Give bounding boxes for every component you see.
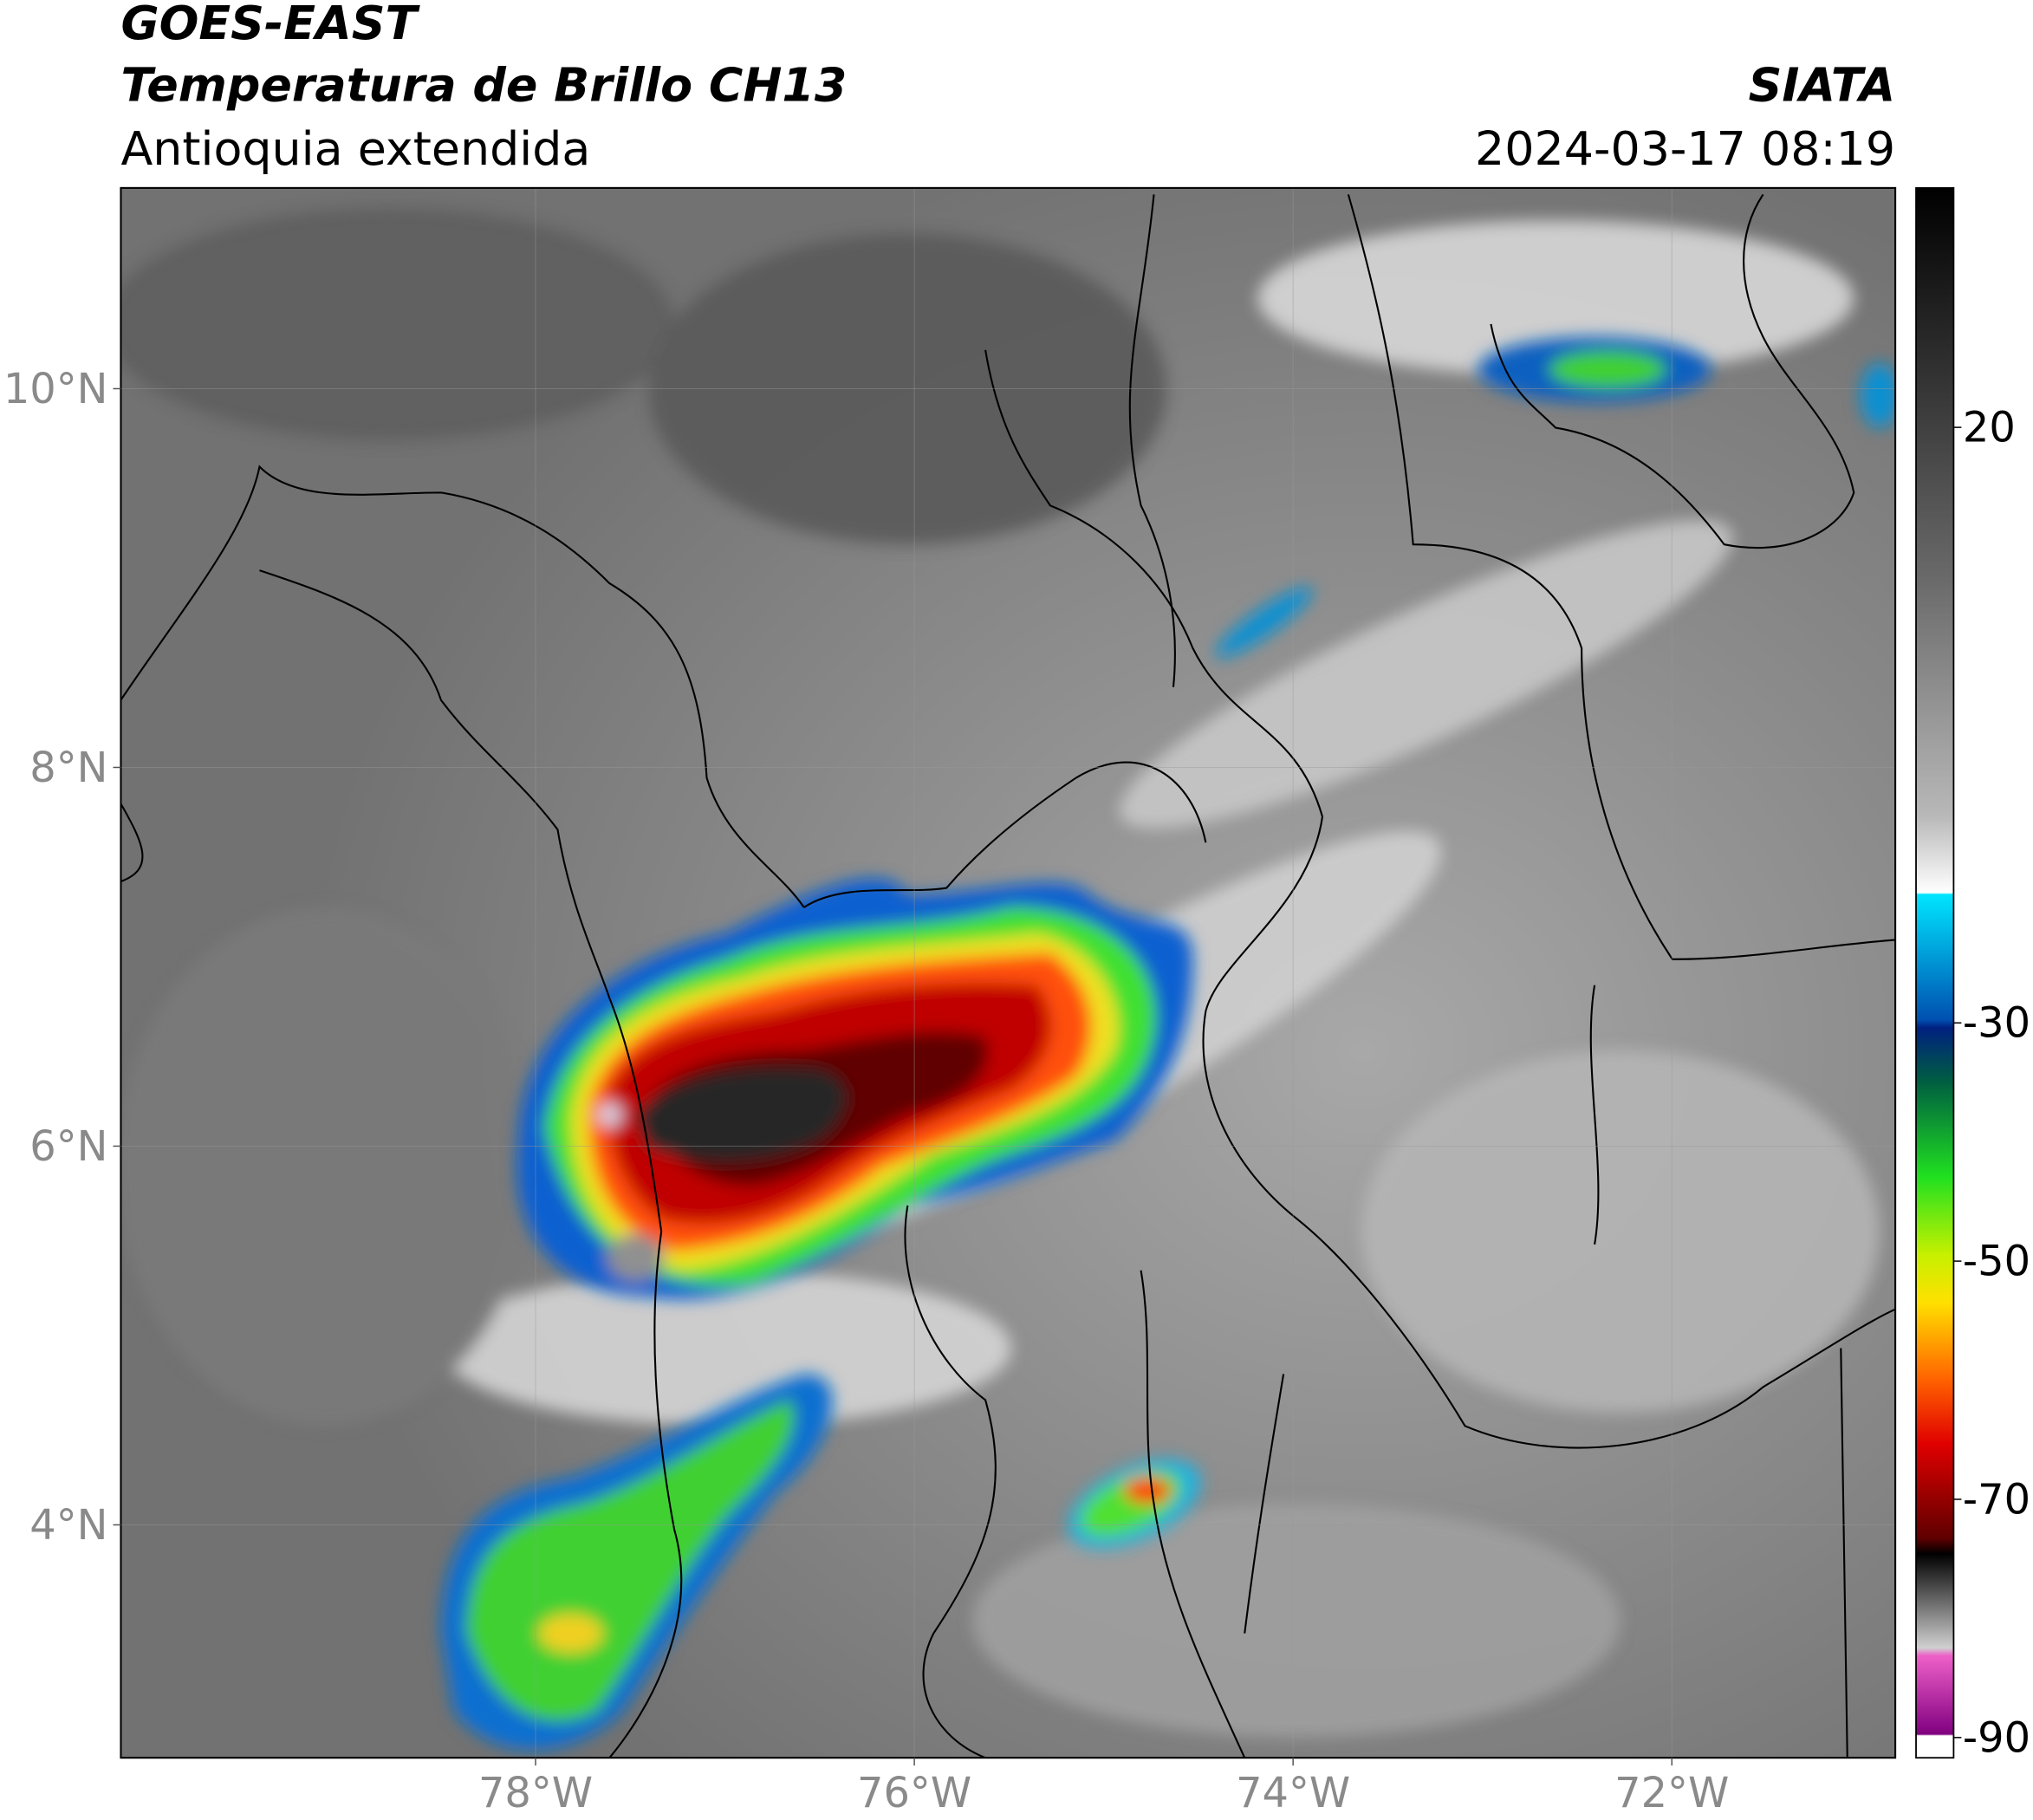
colorbar-tick-label: 20 <box>1963 405 2016 452</box>
colorbar-tick-label: -70 <box>1963 1476 2030 1524</box>
x-tick-label: 72°W <box>1614 1770 1729 1817</box>
y-tick-label: 8°N <box>29 744 107 792</box>
x-tick-label: 74°W <box>1236 1770 1350 1817</box>
colorbar-tick-label: -30 <box>1963 1000 2030 1048</box>
y-tick-label: 10°N <box>3 366 108 413</box>
colorbar-tick-label: -50 <box>1963 1238 2030 1286</box>
title: GOES-EAST <box>120 0 420 50</box>
subtitle: Temperatura de Brillo CH13 <box>120 58 847 113</box>
region: Antioquia extendida <box>120 121 590 176</box>
y-tick-label: 6°N <box>29 1123 107 1171</box>
colorbar-tick-label: -90 <box>1963 1714 2030 1762</box>
datetime: 2024-03-17 08:19 <box>1475 121 1895 176</box>
source: SIATA <box>1749 58 1896 113</box>
colorbar <box>1915 186 1955 1759</box>
x-tick-label: 76°W <box>857 1770 971 1817</box>
map-frame <box>120 186 1897 1759</box>
x-tick-label: 78°W <box>478 1770 593 1817</box>
y-tick-label: 4°N <box>29 1502 107 1550</box>
satellite-image <box>120 187 1896 1758</box>
